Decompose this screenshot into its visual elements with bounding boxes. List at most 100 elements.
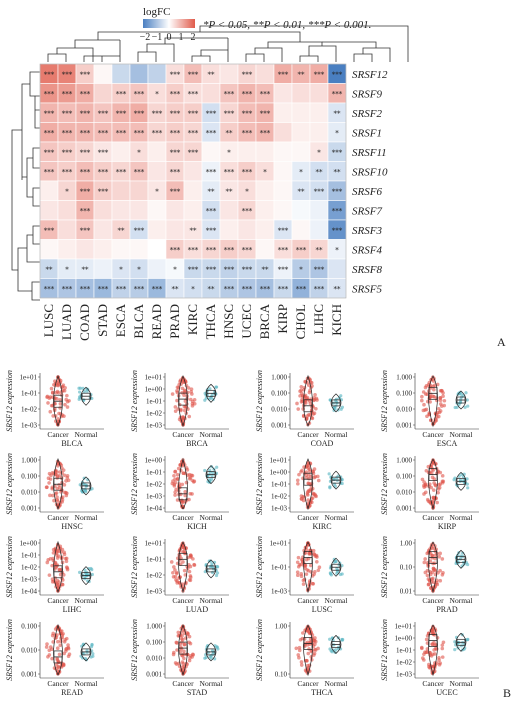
cancer-point <box>173 409 178 413</box>
x-tick-label: Cancer <box>422 430 444 439</box>
column-dendrogram <box>47 25 409 62</box>
cancer-point <box>62 490 67 495</box>
x-tick-label: Normal <box>450 679 473 688</box>
y-tick-label: 1e+00 <box>394 635 412 643</box>
normal-point <box>90 642 94 647</box>
heatmap-cell <box>255 141 275 162</box>
x-tick-label: Cancer <box>47 596 69 605</box>
cancer-point <box>184 466 189 470</box>
panel-label-b: B <box>503 686 511 700</box>
cancer-point <box>313 474 318 479</box>
cancer-point <box>187 578 192 582</box>
significance-mark: * <box>299 168 303 176</box>
significance-mark: *** <box>44 90 55 98</box>
cancer-point <box>172 565 176 569</box>
x-tick-label: Normal <box>75 679 98 688</box>
cancer-point <box>51 414 55 418</box>
significance-mark: *** <box>62 110 73 118</box>
normal-point <box>77 397 81 401</box>
cancer-point <box>296 407 301 411</box>
y-tick-label: 0.001 <box>396 422 412 430</box>
significance-mark: *** <box>242 246 253 254</box>
y-tick-label: 0.001 <box>146 671 162 679</box>
significance-mark: *** <box>332 188 343 196</box>
significance-mark: *** <box>314 266 325 274</box>
cancer-point <box>295 560 300 565</box>
cancer-point <box>437 658 441 662</box>
significance-mark: *** <box>44 110 55 118</box>
heatmap-cell <box>273 200 293 221</box>
cancer-point <box>173 469 178 474</box>
normal-point <box>83 568 87 572</box>
significance-mark: *** <box>80 188 91 196</box>
cancer-point <box>432 387 436 392</box>
cancer-point <box>182 642 186 647</box>
x-tick-label: Normal <box>200 679 223 688</box>
cancer-point <box>295 401 299 406</box>
cancer-point <box>312 396 316 400</box>
x-tick-label: Normal <box>75 513 98 522</box>
heatmap: *** *** *** *** *** ** *** *** ** *** ****** *** ***… <box>39 63 347 299</box>
y-tick-label: 0.100 <box>396 473 412 481</box>
significance-mark: *** <box>242 90 253 98</box>
significance-mark: *** <box>98 110 109 118</box>
y-tick-label: 1e-03 <box>146 588 162 596</box>
significance-mark: *** <box>44 129 55 137</box>
cancer-point <box>192 397 197 402</box>
cancer-point <box>53 492 58 496</box>
significance-mark: *** <box>170 246 181 254</box>
y-tick-label: 0.100 <box>21 623 37 631</box>
cancer-point <box>310 496 315 500</box>
cancer-point <box>431 488 436 492</box>
y-tick-label: 0.100 <box>146 639 162 647</box>
cancer-point <box>50 485 55 490</box>
y-tick-label: 1e+01 <box>269 540 287 548</box>
significance-mark: ** <box>226 129 234 137</box>
normal-point <box>453 476 457 480</box>
cancer-point <box>44 485 49 490</box>
legend-colorbar <box>143 19 195 28</box>
x-tick-label: Cancer <box>297 679 319 688</box>
heatmap-cell <box>291 122 311 143</box>
significance-mark: * <box>263 168 267 176</box>
significance-mark: * <box>317 149 321 157</box>
significance-mark: *** <box>62 168 73 176</box>
significance-mark: *** <box>296 285 307 293</box>
significance-mark: *** <box>278 285 289 293</box>
cancer-point <box>426 564 431 568</box>
y-tick-label: 1e-01 <box>396 647 412 655</box>
cancer-point <box>315 560 319 564</box>
column-label: HNSC <box>221 304 236 339</box>
cancer-point <box>440 646 445 651</box>
cancer-point <box>441 640 446 645</box>
violin-panel-prad: 1.00 0.10 0.01 SRSF12 expression Cancer Norma… <box>380 536 479 614</box>
cancer-point <box>55 563 60 567</box>
cancer-point <box>312 552 317 557</box>
cancer-point <box>62 550 66 555</box>
significance-mark: *** <box>188 266 199 274</box>
cancer-point <box>173 568 177 572</box>
violin-panel-kich: 1e+00 1e-01 1e-02 1e-03 1e-04 SRSF12 expressi… <box>130 453 229 531</box>
cancer-point <box>420 477 425 482</box>
cancer-point <box>182 549 187 554</box>
cancer-point <box>299 562 303 567</box>
cancer-point <box>313 393 317 397</box>
cancer-violin <box>178 375 188 428</box>
x-tick-label: Cancer <box>297 513 319 522</box>
significance-mark: *** <box>80 227 91 235</box>
cancer-point <box>63 402 67 407</box>
heatmap-cell <box>111 141 131 162</box>
significance-mark: *** <box>80 110 91 118</box>
cancer-point <box>182 656 186 661</box>
significance-mark: *** <box>44 149 55 157</box>
cancer-point <box>178 642 183 647</box>
x-tick-label: Normal <box>75 596 98 605</box>
cancer-point <box>60 500 64 504</box>
column-label: BRCA <box>257 303 272 339</box>
heatmap-cell <box>165 219 185 240</box>
y-tick-label: 1e-04 <box>146 505 162 513</box>
panel-title: BRCA <box>186 439 208 448</box>
cancer-point <box>430 553 434 558</box>
cancer-point <box>61 662 66 667</box>
cancer-point <box>63 556 68 561</box>
